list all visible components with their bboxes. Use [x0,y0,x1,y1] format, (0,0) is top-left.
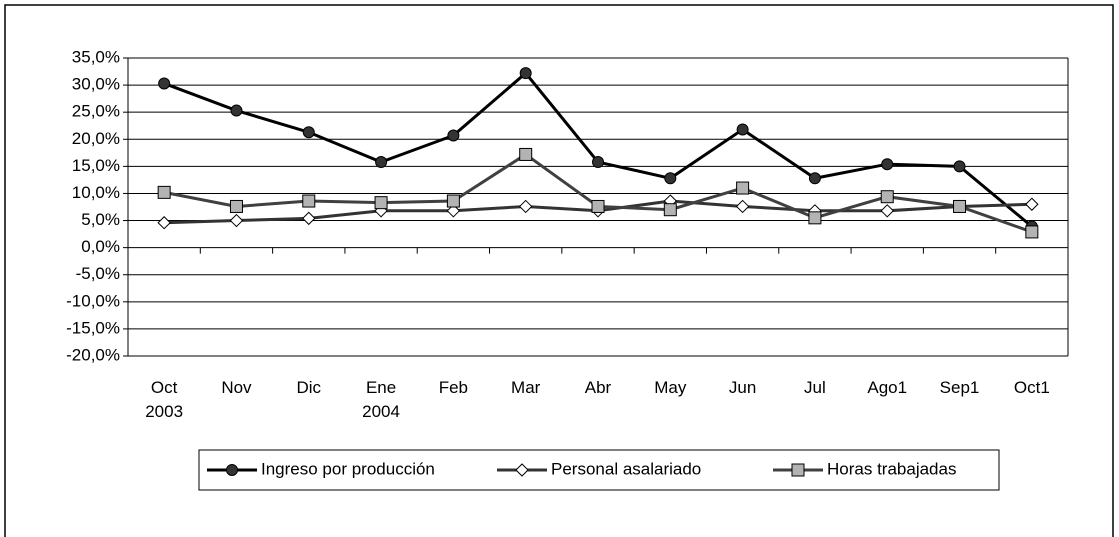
point [880,204,894,218]
point [158,77,171,90]
x-tick-label: Ago1 [867,378,908,397]
point [157,216,171,230]
y-tick-label: -10,0% [66,291,120,310]
point [519,147,533,161]
x-tick-label: May [654,378,687,397]
point [735,199,750,214]
point [302,126,315,139]
point [808,211,822,225]
point [1025,197,1039,211]
y-tick-label: 20,0% [72,129,120,148]
point [229,213,244,228]
y-tick-label: -20,0% [66,345,120,364]
x-tick-label: Dic [296,378,322,397]
point [953,199,967,213]
x-tick-label: Abr [584,378,612,397]
point [446,204,461,218]
legend-label: Horas trabajadas [827,459,956,478]
y-tick-label: -15,0% [66,318,120,337]
point [519,67,532,80]
point [518,199,533,214]
x-tick-label: Sep1 [939,378,980,397]
point [591,199,605,213]
point [230,104,243,117]
x-tick-label: Feb [438,378,469,397]
point [375,156,388,169]
legend-marker [226,464,238,476]
point [1025,225,1039,239]
point [736,123,749,136]
point [446,194,460,208]
point [302,211,316,226]
legend-marker [515,463,529,477]
point [447,129,460,142]
point [953,160,966,173]
y-tick-label: 0,0% [81,237,120,256]
point [592,156,604,169]
x-tick-label: Ene 2004 [362,378,400,421]
point [881,158,894,171]
x-tick-label: Jul [804,378,826,397]
y-tick-label: -5,0% [76,264,120,283]
x-tick-label: Nov [221,378,252,397]
y-tick-label: 25,0% [72,102,120,121]
y-tick-label: 10,0% [72,183,120,202]
x-tick-label: Mar [511,378,541,397]
x-tick-label: Jun [728,378,757,397]
x-tick-label: Oct1 [1013,378,1050,397]
point [374,196,388,210]
y-tick-label: 30,0% [72,75,120,94]
point [808,172,821,185]
legend-marker [791,463,805,477]
y-tick-label: 15,0% [72,156,120,175]
point [302,194,316,208]
x-tick-label: Oct 2003 [145,378,184,421]
legend-box [198,449,1000,491]
point [663,203,677,217]
point [664,172,677,185]
legend-label: Personal asalariado [551,459,701,478]
point [736,181,750,195]
y-tick-label: 35,0% [72,47,120,66]
point [157,185,171,199]
legend-label: Ingreso por producción [261,459,435,478]
point [880,190,894,204]
y-tick-label: 5,0% [81,210,120,229]
point [229,199,243,213]
